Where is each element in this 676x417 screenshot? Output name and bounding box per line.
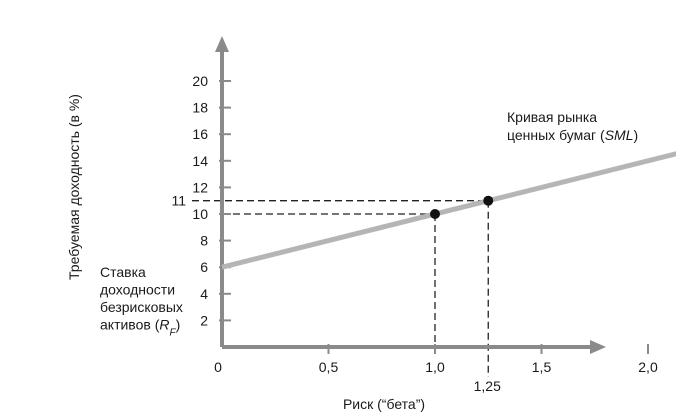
y-axis-label: Требуемая доходность (в %) <box>66 94 82 280</box>
y-tick-label: 6 <box>200 259 208 275</box>
data-point <box>430 209 440 219</box>
y-tick-label: 12 <box>192 179 208 195</box>
y-tick-label: 2 <box>200 312 208 328</box>
y-axis-arrow-icon <box>215 36 229 52</box>
rf-annotation-line-3: безрисковых <box>100 299 183 315</box>
y-tick-label: 16 <box>192 126 208 142</box>
x-axis-arrow-icon <box>590 340 606 354</box>
x-tick-label: 1,0 <box>425 359 445 375</box>
x-tick-label: 1,5 <box>532 359 552 375</box>
y-tick-label: 20 <box>192 73 208 89</box>
rf-annotation-symbol: R <box>159 317 169 333</box>
sml-annotation-line-2: ценных бумаг ( <box>507 127 605 143</box>
y-tick-label: 18 <box>192 100 208 116</box>
sml-annotation-line-1: Кривая рынка <box>507 109 597 125</box>
x-tick-label: 0,5 <box>319 359 339 375</box>
data-points <box>430 195 494 219</box>
sml-annotation: Кривая рынка ценных бумаг (SML) <box>507 109 638 143</box>
x-tick-label: 0 <box>214 359 222 375</box>
rf-annotation: Ставка доходности безрисковых активов (R… <box>100 264 187 338</box>
rf-annotation-close: ) <box>176 317 181 333</box>
rf-annotation-subscript: F <box>169 327 176 338</box>
rf-annotation-line-4: активов ( <box>100 317 160 333</box>
y-tick-label: 8 <box>200 233 208 249</box>
guide-y-label: 11 <box>171 193 186 209</box>
guide-x-label: 1,25 <box>474 378 501 394</box>
y-tick-label: 10 <box>192 206 208 222</box>
sml-annotation-abbr: SML <box>605 127 634 143</box>
y-tick-label: 4 <box>200 286 208 302</box>
rf-annotation-line-2: доходности <box>100 282 175 298</box>
x-axis-label: Риск (“бета”) <box>343 396 425 412</box>
axes <box>215 36 606 354</box>
rf-annotation-line-1: Ставка <box>100 264 146 280</box>
sml-annotation-close: ) <box>633 127 638 143</box>
x-tick-label: 2,0 <box>638 359 658 375</box>
y-tick-label: 14 <box>192 153 208 169</box>
data-point <box>483 195 494 206</box>
